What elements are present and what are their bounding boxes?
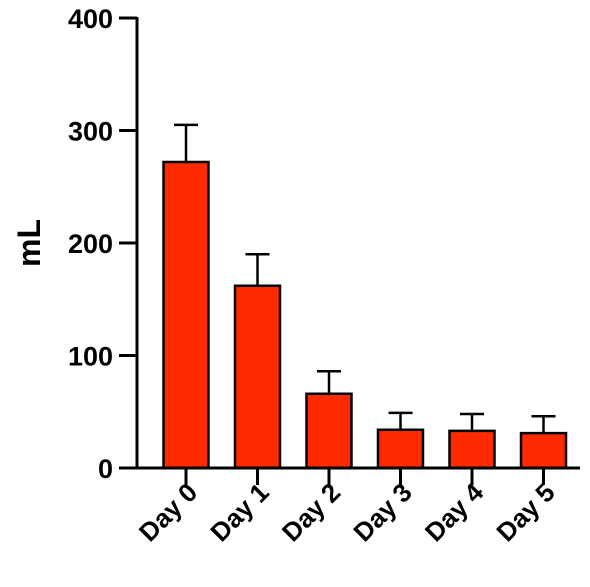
y-axis-title: mL — [11, 219, 47, 267]
bar-day-1 — [233, 284, 282, 470]
y-tick-label: 400 — [68, 4, 113, 34]
x-tick-label: Day 2 — [276, 477, 346, 547]
x-tick-label: Day 0 — [133, 477, 203, 547]
x-tick-label: Day 1 — [204, 477, 274, 547]
y-tick-label: 0 — [98, 454, 113, 484]
y-tick-label: 100 — [68, 342, 113, 372]
bar-day-5 — [519, 431, 568, 470]
bar-day-4 — [448, 429, 496, 470]
x-tick-label: Day 5 — [490, 477, 560, 547]
y-ticks-layer: 0 100 200 300 400 — [68, 4, 137, 484]
x-tick-label: Day 3 — [347, 477, 417, 547]
y-tick-label: 300 — [68, 117, 113, 147]
bar-day-3 — [376, 428, 425, 470]
x-tick-labels-layer: Day 0 Day 1 Day 2 Day 3 Day 4 Day 5 — [133, 468, 561, 547]
bar-day-2 — [305, 392, 353, 470]
bar-day-0 — [162, 160, 210, 470]
bars-layer — [162, 160, 568, 470]
x-tick-label: Day 4 — [419, 477, 490, 548]
y-tick-label: 200 — [68, 229, 113, 259]
error-bars-layer — [174, 123, 556, 434]
